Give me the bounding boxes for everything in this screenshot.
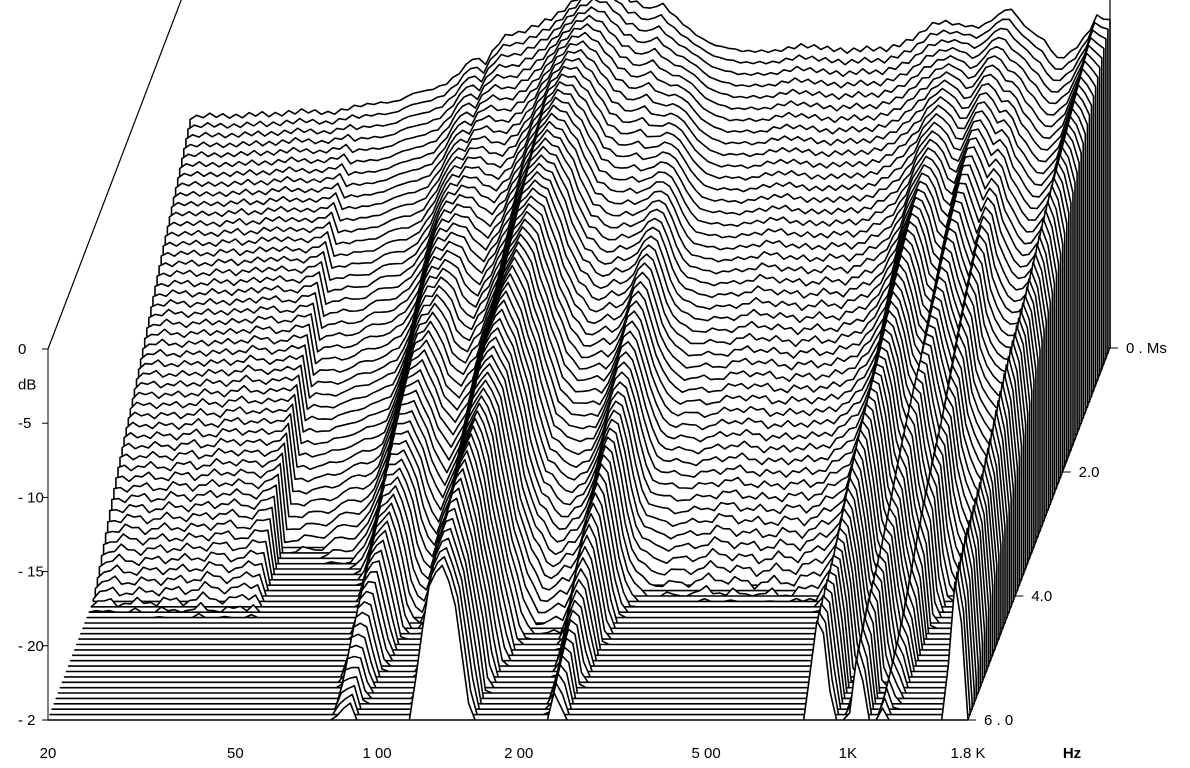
decay-slice-36: [115, 273, 1037, 543]
z-tick-label: 4.0: [1031, 588, 1052, 605]
y-tick-label: - 10: [18, 489, 44, 506]
decay-slice-65: [55, 527, 978, 700]
z-tick-label: 6 . 0: [984, 712, 1013, 729]
x-tick-label: 1.8 K: [950, 745, 985, 762]
x-tick-label: 5 00: [692, 745, 721, 762]
decay-slice-57: [71, 449, 994, 657]
y-tick-label: -5: [18, 415, 31, 432]
x-tick-label: 50: [227, 745, 244, 762]
waterfall-slices: [47, 0, 1111, 721]
decay-slice-67: [51, 546, 973, 711]
z-axis-line: [967, 347, 1111, 721]
decay-slice-61: [63, 487, 986, 678]
y-tick-label: 0: [18, 341, 26, 358]
x-tick-label: 1K: [839, 745, 857, 762]
decay-slice-62: [61, 497, 984, 684]
decay-slice-60: [65, 477, 988, 673]
axes: [42, 347, 1118, 721]
decay-slice-66: [53, 537, 976, 705]
decay-slice-64: [57, 517, 980, 694]
z-tick-label: 0 . Ms: [1126, 340, 1167, 357]
decay-slice-59: [67, 468, 990, 667]
x-axis-title: Hz: [1063, 745, 1081, 762]
decay-slice-37: [113, 281, 1035, 549]
decay-slice-58: [69, 458, 992, 662]
decay-slice-68: [49, 555, 971, 716]
y-tick-label: - 15: [18, 564, 44, 581]
z-tick-label: 2.0: [1079, 464, 1100, 481]
x-tick-label: 20: [40, 745, 57, 762]
x-tick-label: 1 00: [362, 745, 391, 762]
axis-labels: 0 -5 - 10 - 15 - 20 - 2 dB 20 50 1 00 2 00 5 00 1K 1.…: [18, 340, 1167, 762]
x-tick-label: 2 00: [504, 745, 533, 762]
decay-slice-56: [74, 441, 996, 651]
decay-slice-63: [59, 507, 982, 689]
y-axis-title: dB: [18, 377, 36, 394]
y-tick-label: - 2: [18, 712, 36, 729]
y-tick-label: - 20: [18, 638, 44, 655]
